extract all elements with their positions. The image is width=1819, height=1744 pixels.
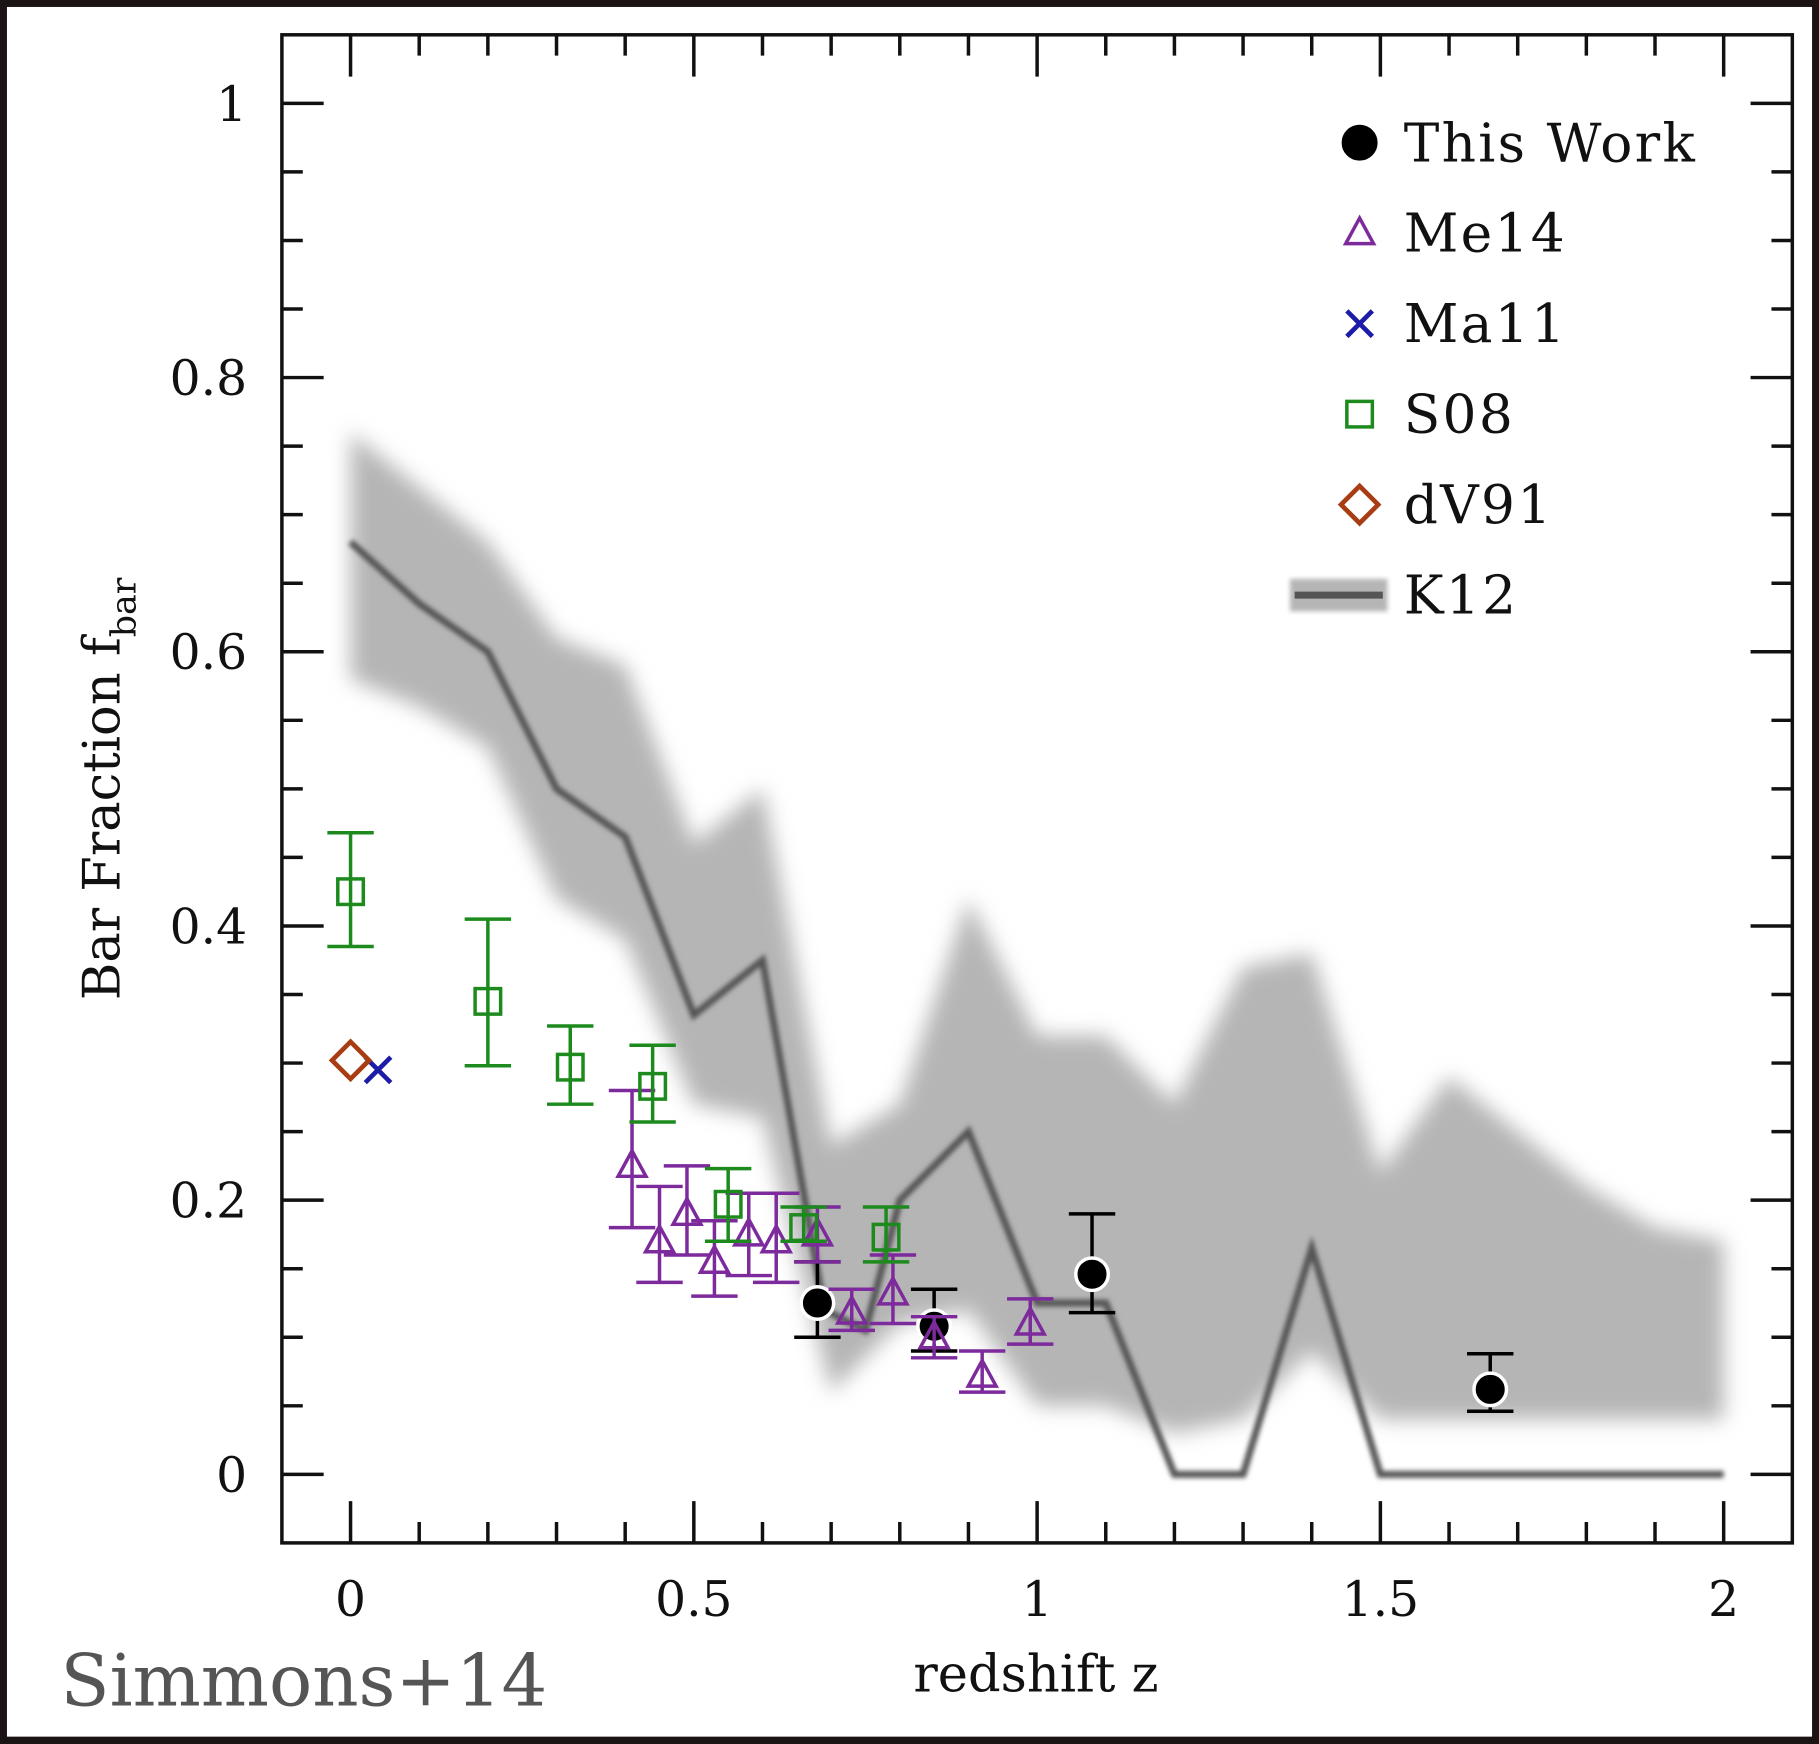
x-axis-label: redshift z bbox=[913, 1645, 1158, 1704]
y-tick-label: 0.4 bbox=[170, 899, 247, 955]
background bbox=[6, 6, 1813, 1737]
x-tick-label: 1 bbox=[1022, 1572, 1053, 1628]
error-bar bbox=[753, 1191, 800, 1285]
point bbox=[670, 1195, 704, 1227]
error-bar bbox=[327, 830, 374, 949]
x-tick-label: 0 bbox=[335, 1572, 366, 1628]
point bbox=[759, 1222, 794, 1254]
error-bar bbox=[704, 1166, 752, 1244]
error-bar bbox=[663, 1164, 711, 1257]
point bbox=[642, 1222, 677, 1254]
point bbox=[615, 1147, 649, 1179]
point bbox=[1472, 1371, 1509, 1408]
line bbox=[348, 539, 1724, 1478]
legend-label: Me14 bbox=[1404, 202, 1567, 265]
legend-label: S08 bbox=[1404, 383, 1515, 446]
y-label-main: Bar Fraction f bbox=[73, 634, 132, 1000]
point bbox=[871, 1222, 901, 1252]
y-tick-label: 1 bbox=[216, 77, 247, 133]
point bbox=[799, 1284, 836, 1321]
point bbox=[789, 1213, 819, 1243]
legend-marker bbox=[1345, 399, 1375, 429]
x-tick-label: 0.5 bbox=[655, 1572, 732, 1628]
point bbox=[638, 1071, 668, 1101]
error-bar bbox=[869, 1253, 917, 1326]
point bbox=[965, 1356, 1000, 1388]
legend-marker bbox=[1341, 124, 1378, 161]
point bbox=[1013, 1304, 1048, 1336]
error-bar bbox=[608, 1088, 656, 1230]
point bbox=[800, 1215, 835, 1247]
x-tick-label: 2 bbox=[1708, 1572, 1739, 1628]
point bbox=[555, 1052, 585, 1082]
y-label-sub: bar bbox=[105, 577, 145, 637]
legend-label: dV91 bbox=[1404, 473, 1554, 536]
canvas: Simmons+14 redshift z Bar Fraction fbar … bbox=[6, 6, 1813, 1737]
point bbox=[834, 1293, 869, 1325]
legend-marker bbox=[1337, 482, 1382, 527]
legend-marker bbox=[1345, 309, 1375, 339]
point bbox=[731, 1215, 766, 1247]
plot-area bbox=[327, 432, 1724, 1478]
legend-marker bbox=[1342, 214, 1377, 246]
point bbox=[876, 1274, 910, 1306]
error-bar bbox=[862, 1205, 910, 1264]
error-bar bbox=[636, 1184, 683, 1285]
point bbox=[473, 986, 503, 1016]
y-tick-label: 0.6 bbox=[170, 625, 247, 681]
legend-label: Ma11 bbox=[1404, 292, 1568, 355]
point bbox=[1074, 1256, 1111, 1293]
point bbox=[697, 1243, 732, 1275]
y-tick-label: 0 bbox=[216, 1448, 247, 1504]
band bbox=[350, 432, 1724, 1434]
legend-label: K12 bbox=[1404, 564, 1519, 627]
legend: This Work Me14 Ma11 S08 dV91 K12 bbox=[1290, 111, 1697, 627]
error-bar bbox=[547, 1024, 594, 1106]
point bbox=[713, 1189, 743, 1219]
y-tick-label: 0.8 bbox=[170, 351, 247, 407]
error-bar bbox=[629, 1043, 676, 1124]
y-axis-label: Bar Fraction fbar bbox=[73, 577, 144, 1000]
point bbox=[336, 877, 366, 907]
y-tick-label: 0.2 bbox=[170, 1174, 247, 1230]
annotation: Simmons+14 bbox=[60, 1638, 547, 1722]
legend-label: This Work bbox=[1404, 111, 1697, 174]
x-tick-label: 1.5 bbox=[1342, 1572, 1419, 1628]
point bbox=[328, 1038, 373, 1083]
error-bar bbox=[464, 917, 512, 1068]
point bbox=[917, 1318, 951, 1350]
